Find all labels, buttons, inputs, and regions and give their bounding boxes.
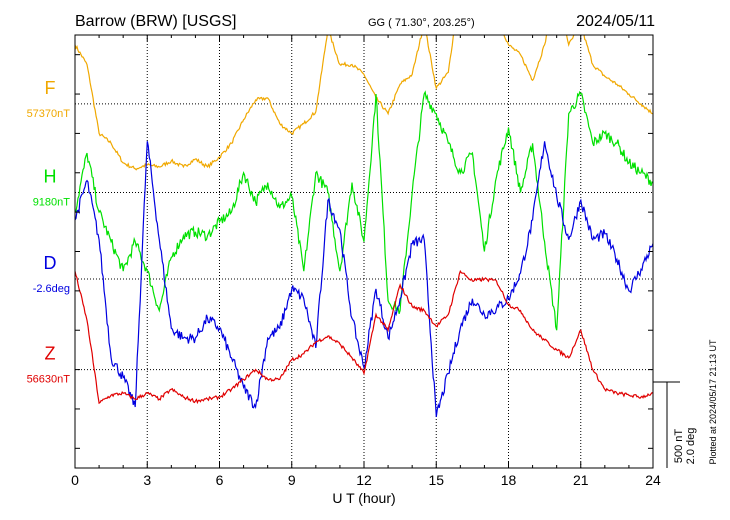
scale-bar: 500 nT 2.0 deg xyxy=(653,381,697,468)
legend-name-d: D xyxy=(44,253,57,273)
x-tick-label: 21 xyxy=(573,472,589,488)
x-tick-label: 3 xyxy=(143,472,151,488)
x-tick-labels: 0 3 6 9 12 15 18 21 24 xyxy=(71,472,661,488)
x-tick-label: 24 xyxy=(645,472,661,488)
grid-lines xyxy=(75,35,653,468)
series-layer xyxy=(75,35,653,417)
geo-coords: GG ( 71.30°, 203.25°) xyxy=(368,17,475,29)
date-label: 2024/05/11 xyxy=(576,13,655,30)
x-tick-label: 18 xyxy=(501,472,517,488)
series-line-z xyxy=(75,269,653,405)
series-line-h xyxy=(75,90,653,331)
scale-nt-label: 500 nT xyxy=(673,429,685,464)
station-title: Barrow (BRW) [USGS] xyxy=(75,13,237,30)
scale-deg-label: 2.0 deg xyxy=(685,428,697,465)
series-line-f xyxy=(75,35,653,171)
legend-baseline-z: 56630nT xyxy=(27,374,71,386)
legend-name-f: F xyxy=(45,78,56,98)
series-line-d xyxy=(75,141,653,417)
x-tick-label: 9 xyxy=(288,472,296,488)
legend-baseline-d: -2.6deg xyxy=(33,283,70,295)
legend-baseline-h: 9180nT xyxy=(33,196,71,208)
x-axis-label: U T (hour) xyxy=(332,490,395,506)
x-tick-label: 6 xyxy=(216,472,224,488)
series-legend: F 57370nT H 9180nT D -2.6deg Z 56630nT xyxy=(27,78,71,386)
x-tick-label: 12 xyxy=(356,472,372,488)
plotted-timestamp: Plotted at 2024/05/17 21:13 UT xyxy=(708,339,718,465)
legend-name-z: Z xyxy=(45,344,56,364)
legend-name-h: H xyxy=(44,166,57,186)
x-tick-label: 15 xyxy=(428,472,444,488)
axis-ticks xyxy=(74,35,654,468)
x-tick-label: 0 xyxy=(71,472,79,488)
legend-baseline-f: 57370nT xyxy=(27,108,71,120)
